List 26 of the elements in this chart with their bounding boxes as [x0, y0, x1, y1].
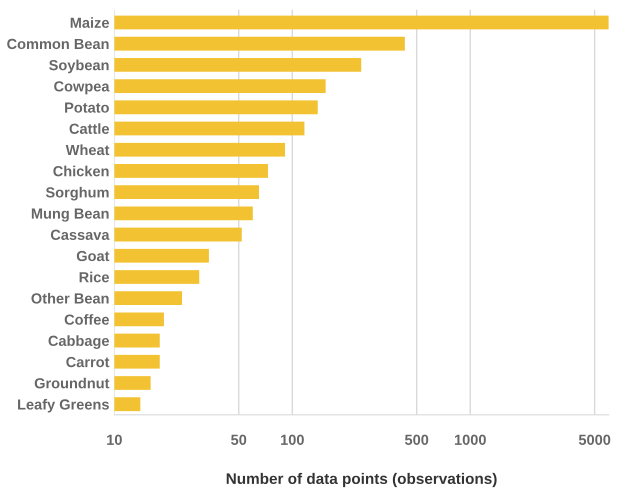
y-tick-label: Other Bean: [31, 292, 109, 304]
y-tick-label: Coffee: [64, 314, 109, 325]
y-tick-label: Wheat: [66, 144, 110, 156]
y-tick-label: Potato: [65, 102, 109, 113]
x-tick-label: 50: [231, 434, 246, 445]
y-tick-label: Sorghum: [46, 186, 109, 201]
y-tick-label: Mung Bean: [32, 208, 109, 222]
y-tick-label: Cattle: [70, 123, 109, 134]
y-tick-label: Carrot: [66, 356, 110, 368]
y-tick-label: Common Bean: [7, 38, 109, 50]
y-tick-label: Rice: [80, 272, 109, 282]
y-tick-label: Soybean: [49, 60, 109, 74]
x-tick-label: 1000: [454, 434, 486, 445]
y-tick-label: Goat: [76, 250, 110, 262]
y-tick-label: Leafy Greens: [18, 398, 109, 413]
y-tick-label: Cabbage: [48, 335, 109, 349]
x-tick-label: 5000: [578, 434, 610, 445]
y-tick-label: Maize: [70, 17, 109, 28]
x-tick-label: 100: [281, 434, 304, 445]
x-tick-label: 10: [107, 434, 122, 445]
y-tick-label: Cassava: [50, 230, 110, 240]
y-tick-label: Groundnut: [34, 378, 110, 388]
y-tick-label: Chicken: [53, 166, 109, 176]
y-tick-label: Cowpea: [54, 81, 110, 94]
x-axis-title: Number of data points (observations): [226, 472, 497, 488]
x-tick-label: 500: [404, 434, 428, 445]
